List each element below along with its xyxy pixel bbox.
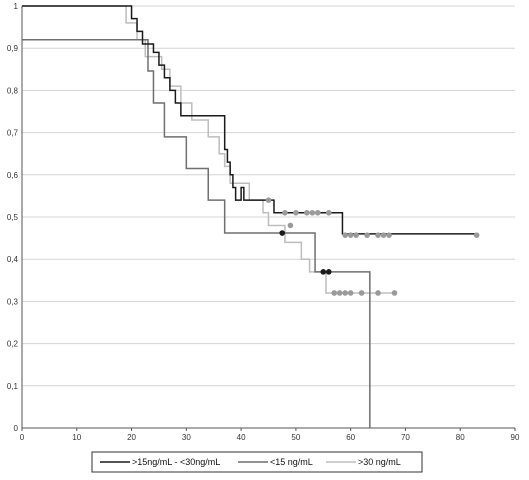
y-tick-label: 0,8 — [7, 86, 19, 95]
censor-marker-series-3 — [375, 290, 381, 296]
censor-markers — [265, 197, 480, 296]
x-tick-label: 0 — [20, 433, 25, 442]
censor-marker-series-1 — [304, 209, 310, 216]
x-tick-label: 20 — [127, 433, 136, 442]
y-tick-label: 0,5 — [7, 213, 19, 222]
censor-marker-series-1 — [364, 232, 370, 238]
y-tick-label: 0,3 — [7, 297, 19, 306]
censor-marker-series-1 — [309, 209, 316, 216]
x-tick-label: 30 — [182, 433, 191, 442]
survival-curves — [22, 5, 477, 428]
censor-marker-series-1 — [293, 209, 299, 216]
survival-curve-series-2 — [22, 39, 371, 428]
censor-marker-series-2 — [279, 230, 285, 236]
x-tick-label: 40 — [237, 433, 246, 442]
survival-curve-series-3 — [22, 5, 395, 294]
censor-marker-series-3 — [347, 290, 354, 296]
x-tick-label: 10 — [72, 433, 81, 442]
legend: >15ng/mL - <30ng/mL <15 ng/mL >30 ng/mL — [91, 451, 423, 473]
censor-marker-series-3 — [265, 197, 272, 203]
x-tick-labels: 0 10 20 30 40 50 60 70 80 90 — [20, 428, 520, 442]
censor-marker-series-3 — [336, 290, 343, 296]
y-tick-label: 0,9 — [7, 44, 19, 53]
y-tick-label: 0,7 — [7, 129, 19, 138]
censor-marker-series-3 — [391, 290, 398, 296]
survival-curve-series-1 — [22, 5, 477, 235]
y-tick-labels: 0 0,1 0,2 0,3 0,4 0,5 0,6 0,7 0,8 0,9 1 — [7, 2, 19, 433]
y-tick-label: 0,1 — [7, 382, 19, 391]
y-tick-label: 0,4 — [7, 255, 19, 264]
x-tick-label: 60 — [346, 433, 355, 442]
censor-marker-series-1 — [353, 232, 359, 238]
censor-marker-series-1 — [380, 232, 387, 238]
censor-marker-series-3 — [331, 290, 338, 296]
censor-marker-series-2 — [325, 269, 332, 275]
censor-marker-series-1 — [325, 209, 332, 216]
y-tick-label: 1 — [14, 2, 19, 11]
censor-marker-series-1 — [473, 232, 480, 238]
axes — [21, 6, 515, 429]
censor-marker-series-3 — [358, 290, 365, 296]
censor-marker-series-1 — [375, 232, 381, 238]
gridlines — [22, 5, 515, 387]
censor-marker-series-1 — [282, 209, 288, 216]
x-tick-label: 90 — [511, 433, 520, 442]
censor-marker-series-3 — [342, 290, 348, 296]
censor-marker-series-1 — [386, 232, 392, 238]
censor-marker-series-2 — [320, 269, 327, 275]
x-tick-label: 80 — [456, 433, 465, 442]
legend-label-2: <15 ng/mL — [270, 457, 313, 467]
legend-label-3: >30 ng/mL — [358, 457, 401, 467]
censor-marker-series-1 — [315, 209, 321, 216]
x-tick-label: 50 — [291, 433, 300, 442]
x-tick-label: 70 — [401, 433, 410, 442]
y-tick-label: 0,6 — [7, 171, 19, 180]
censor-marker-series-1 — [342, 232, 348, 238]
y-tick-label: 0,2 — [7, 340, 19, 349]
censor-marker-series-1 — [347, 232, 354, 238]
y-tick-label: 0 — [14, 424, 19, 433]
censor-marker-series-3 — [287, 222, 294, 229]
legend-label-1: >15ng/mL - <30ng/mL — [132, 457, 220, 467]
